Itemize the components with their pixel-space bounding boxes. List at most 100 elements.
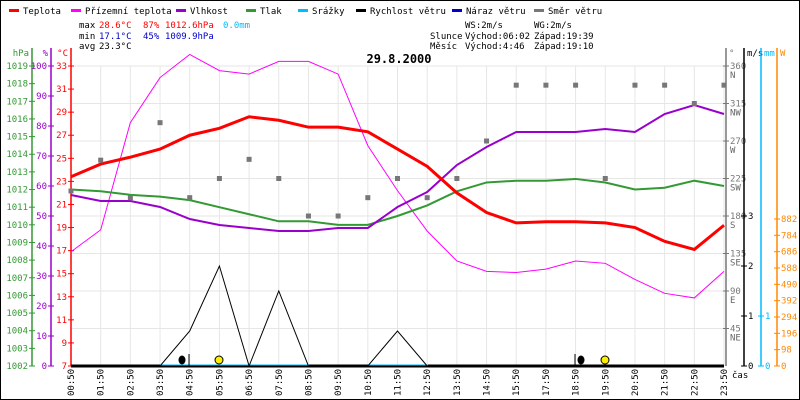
- x-tick-label: 08:50: [304, 369, 314, 396]
- radiation-tick-label: 588: [781, 264, 797, 274]
- radiation-tick-label: 784: [781, 231, 797, 241]
- hpa-tick-label: 1014: [6, 150, 28, 160]
- smer-vetru-point: [246, 156, 252, 162]
- legend-label: Přízemní teplota: [85, 7, 172, 17]
- avg-label: avg: [79, 42, 95, 52]
- wind-speed-tick-label: 1: [748, 312, 753, 322]
- rain-tick-label: 0: [765, 362, 770, 372]
- x-tick-label: 19:50: [601, 369, 611, 396]
- x-tick-label: 21:50: [661, 369, 671, 396]
- min-label: min: [79, 32, 95, 42]
- hpa-tick-label: 1003: [6, 344, 28, 354]
- x-tick-label: 06:50: [245, 369, 255, 396]
- sun-label: Slunce: [430, 32, 463, 42]
- hpa-tick-label: 1012: [6, 186, 28, 196]
- smer-vetru-point: [573, 82, 579, 88]
- max-rain: 0.0mm: [223, 21, 250, 31]
- wind-speed-tick-label: 0: [748, 362, 753, 372]
- radiation-tick-label: 882: [781, 215, 797, 225]
- humidity-axis-unit: %: [43, 49, 49, 59]
- x-tick-label: 23:50: [720, 369, 730, 396]
- radiation-axis-unit: W: [780, 49, 786, 59]
- direction-tick-label: 360: [730, 62, 746, 72]
- humidity-tick-label: 50: [36, 212, 47, 222]
- legend-swatch: [452, 9, 462, 12]
- smer-vetru-point: [602, 176, 608, 181]
- min-temp: 17.1°C: [99, 32, 132, 42]
- direction-tick-label: 270: [730, 137, 746, 147]
- legend-swatch: [9, 9, 19, 12]
- smer-vetru-point: [157, 120, 163, 126]
- direction-compass-label: NE: [730, 334, 741, 344]
- hpa-tick-label: 1002: [6, 362, 28, 372]
- legend-label: Směr větru: [548, 7, 602, 17]
- radiation-tick-label: 490: [781, 280, 797, 290]
- wind-speed-axis-unit: m/s: [747, 49, 763, 59]
- direction-axis-unit: °: [729, 49, 734, 59]
- smer-vetru-point: [335, 213, 341, 219]
- radiation-tick-label: 196: [781, 329, 797, 339]
- max-hum: 87%: [143, 21, 160, 31]
- smer-vetru-point: [454, 176, 460, 181]
- temp-tick-label: 25: [56, 154, 67, 164]
- temp-tick-label: 33: [56, 62, 67, 72]
- radiation-tick-label: 686: [781, 248, 797, 258]
- smer-vetru-point: [632, 82, 638, 88]
- max-temp: 28.6°C: [99, 21, 132, 31]
- hpa-tick-label: 1015: [6, 133, 28, 143]
- x-tick-label: 15:50: [512, 369, 522, 396]
- moonset: Západ:19:10: [534, 42, 594, 52]
- wind-speed: WS:2m/s: [465, 21, 503, 31]
- humidity-tick-label: 0: [42, 362, 47, 372]
- humidity-tick-label: 20: [36, 302, 47, 312]
- smer-vetru-point: [721, 82, 727, 88]
- legend: Teplota Přízemní teplota Vlhkost Tlak Srážky…: [9, 7, 602, 17]
- temp-tick-label: 19: [56, 224, 67, 234]
- sunrise-sun-icon: [214, 355, 224, 365]
- legend-label: Srážky: [312, 7, 345, 17]
- smer-vetru-point: [543, 82, 549, 88]
- direction-tick-label: 315: [730, 100, 746, 110]
- smer-vetru-point: [68, 188, 74, 194]
- temp-tick-label: 17: [56, 247, 67, 257]
- legend-label: Teplota: [23, 7, 61, 17]
- temp-tick-label: 27: [56, 131, 67, 141]
- wind-speed-tick-label: 2: [748, 262, 753, 272]
- humidity-tick-label: 30: [36, 272, 47, 282]
- x-tick-label: 13:50: [453, 369, 463, 396]
- moonrise-moon-icon: [178, 355, 186, 365]
- plot-area: [68, 53, 727, 368]
- x-tick-label: 10:50: [364, 369, 374, 396]
- smer-vetru-point: [276, 176, 282, 181]
- rain-axis-unit: mm: [764, 49, 775, 59]
- hpa-tick-label: 1007: [6, 274, 28, 284]
- legend-swatch: [298, 9, 308, 12]
- humidity-tick-label: 80: [36, 122, 47, 132]
- smer-vetru-point: [484, 138, 490, 144]
- temp-tick-label: 9: [62, 339, 67, 349]
- legend-label: Tlak: [260, 7, 282, 17]
- direction-compass-label: E: [730, 296, 735, 306]
- smer-vetru-point: [216, 176, 222, 181]
- min-press: 1009.9hPa: [165, 32, 214, 42]
- humidity-tick-label: 40: [36, 242, 47, 252]
- legend-swatch: [71, 9, 81, 12]
- moon-label: Měsíc: [430, 42, 457, 52]
- radiation-tick-label: 294: [781, 313, 797, 323]
- sunset-sun-icon: [600, 355, 610, 365]
- legend-label: Vlhkost: [190, 7, 228, 17]
- direction-compass-label: SE: [730, 259, 741, 269]
- smer-vetru-point: [187, 195, 193, 201]
- smer-vetru-point: [691, 101, 697, 106]
- hpa-tick-label: 1006: [6, 291, 28, 301]
- x-tick-label: 11:50: [394, 369, 404, 396]
- direction-tick-label: 225: [730, 175, 746, 185]
- x-tick-label: 22:50: [690, 369, 700, 396]
- humidity-tick-label: 10: [36, 332, 47, 342]
- direction-tick-label: 180: [730, 212, 746, 222]
- smer-vetru-point: [365, 195, 371, 201]
- sunrise: Východ:06:02: [465, 32, 530, 42]
- hpa-tick-label: 1005: [6, 309, 28, 319]
- max-press: 1012.6hPa: [165, 21, 214, 31]
